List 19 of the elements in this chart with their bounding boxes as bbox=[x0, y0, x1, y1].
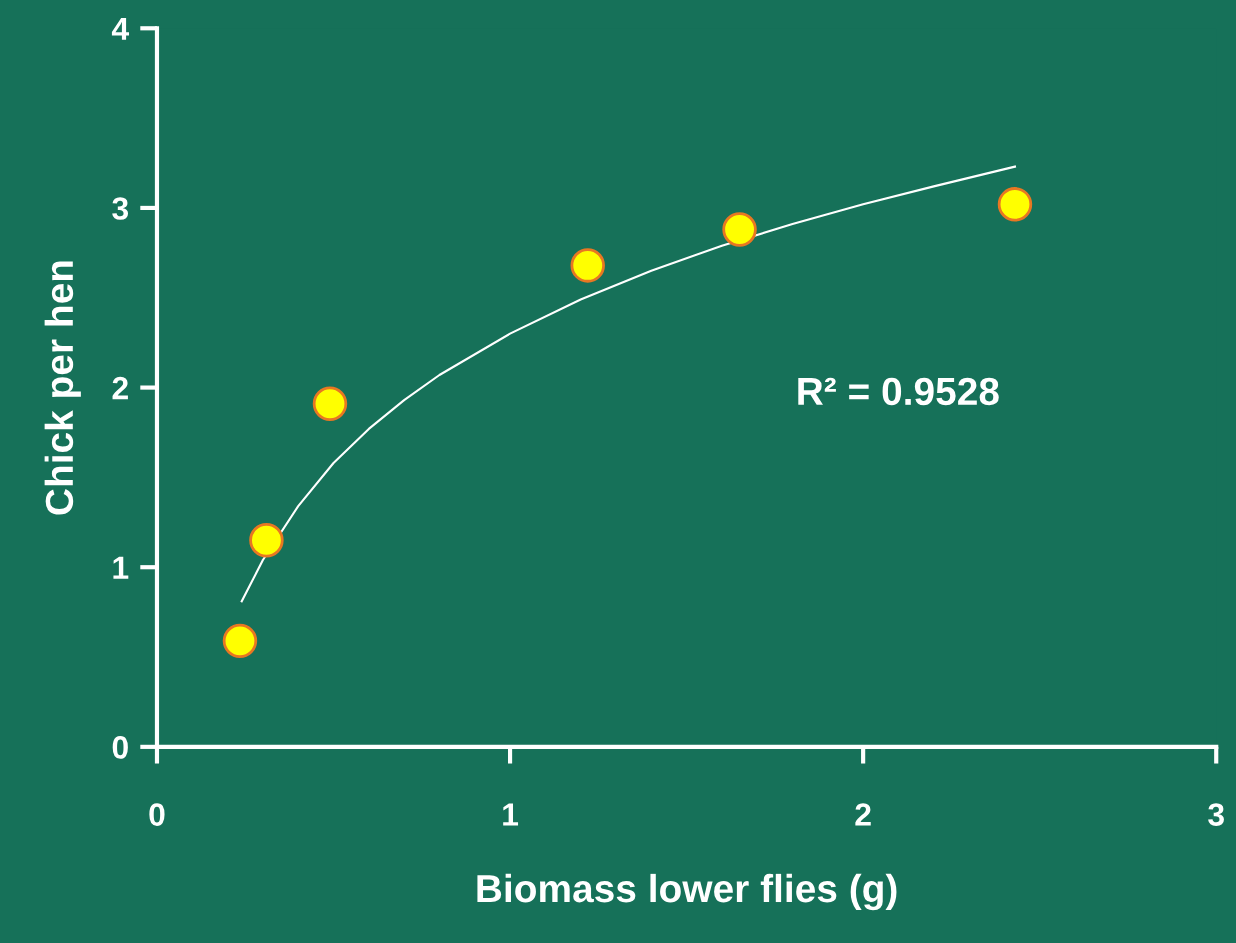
point bbox=[722, 212, 757, 247]
point bbox=[249, 523, 284, 558]
x-tick-label: 1 bbox=[503, 803, 519, 826]
x-tick-label: 0 bbox=[149, 803, 165, 826]
y-tick-label: 2 bbox=[112, 376, 128, 400]
point bbox=[312, 386, 348, 421]
y-tick-label: 4 bbox=[111, 17, 130, 40]
y-tick-label: 1 bbox=[113, 556, 129, 579]
y-axis-title: Chick per hen bbox=[44, 261, 81, 515]
x-axis-title: Biomass lower flies (g) bbox=[477, 873, 897, 911]
x-tick-label: 3 bbox=[1208, 803, 1224, 826]
point bbox=[570, 248, 605, 283]
y-tick-label: 0 bbox=[112, 736, 128, 759]
point bbox=[997, 187, 1033, 222]
annotation: R² = 0.9528 bbox=[798, 377, 999, 406]
line-series bbox=[240, 165, 1017, 603]
x-tick-label: 2 bbox=[855, 803, 871, 826]
point bbox=[222, 623, 258, 659]
y-tick-label: 3 bbox=[112, 197, 129, 220]
